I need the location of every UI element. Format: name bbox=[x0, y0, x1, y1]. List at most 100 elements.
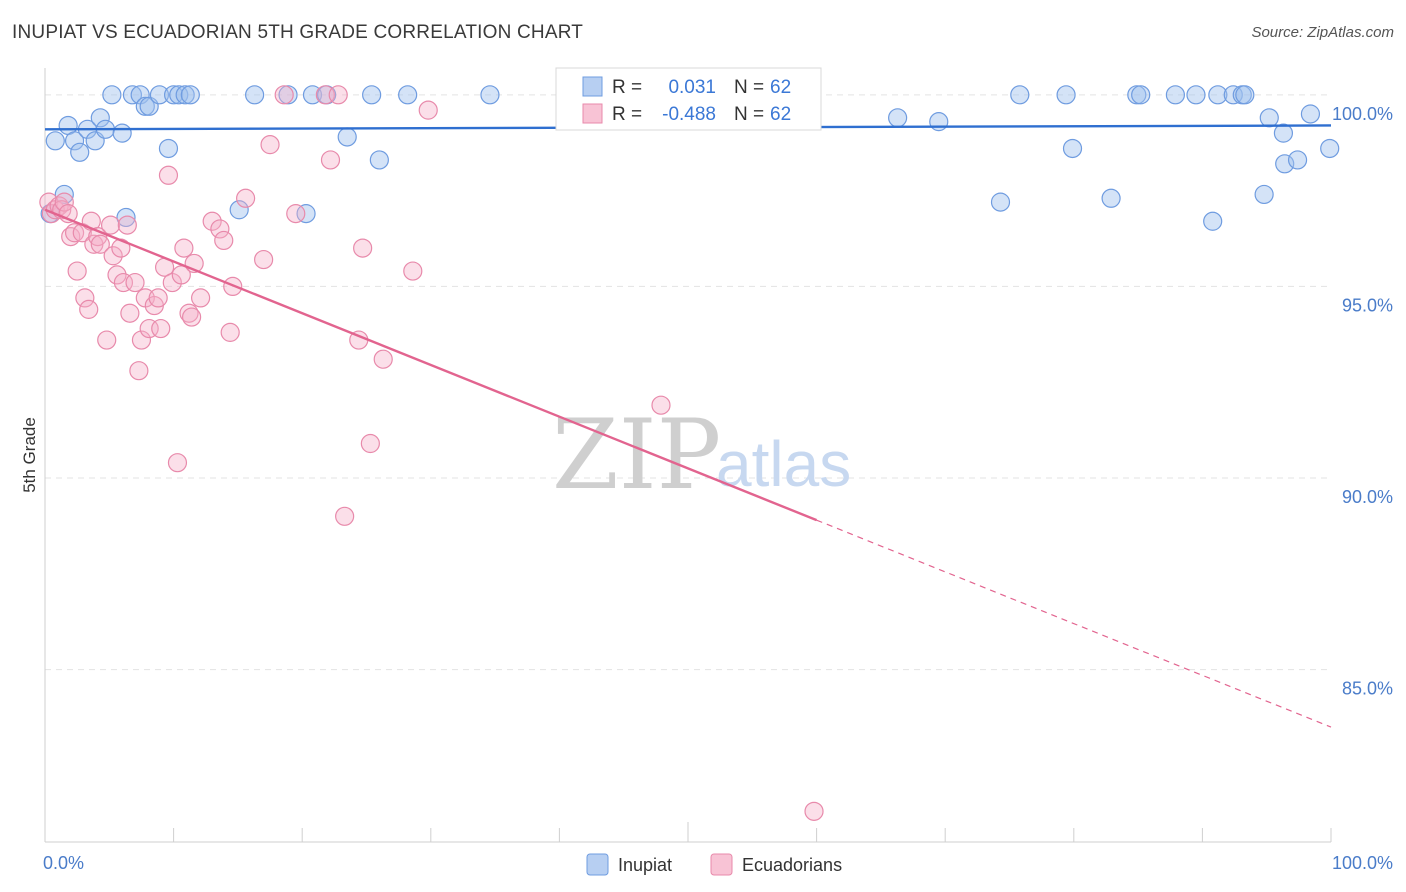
inupiat-point bbox=[70, 142, 90, 162]
inupiat-point bbox=[158, 138, 179, 159]
ecuadorians-point bbox=[403, 261, 423, 281]
inupiat-point bbox=[90, 108, 110, 128]
inupiat-point bbox=[54, 184, 74, 205]
ecuadorians-point bbox=[254, 249, 274, 270]
ecuadorians-point bbox=[418, 100, 438, 120]
ecuadorians-point bbox=[64, 223, 85, 243]
inupiat-point bbox=[149, 85, 170, 105]
ecuadorians-point bbox=[151, 318, 171, 339]
inupiat-point bbox=[1273, 123, 1294, 143]
inupiat-point bbox=[175, 85, 195, 105]
stats-r-value-2: -0.488 bbox=[662, 104, 716, 125]
inupiat-point bbox=[1259, 108, 1279, 128]
inupiat-point bbox=[888, 108, 908, 128]
ecuadorians-point bbox=[75, 288, 95, 308]
inupiat-point bbox=[180, 85, 200, 105]
ecuadorians-point bbox=[320, 150, 341, 170]
inupiat-point bbox=[64, 131, 85, 151]
ecuadorians-point bbox=[236, 188, 256, 208]
inupiat-point bbox=[1287, 150, 1308, 170]
watermark-atlas: atlas bbox=[716, 428, 851, 500]
stats-n-value-1: 62 bbox=[770, 77, 791, 98]
y-tick-label: 90.0% bbox=[1342, 487, 1393, 507]
ecuadorians-point bbox=[79, 299, 99, 319]
inupiat-point bbox=[296, 204, 316, 224]
ecuadorians-point bbox=[113, 272, 134, 293]
legend-swatch-inupiat bbox=[586, 853, 609, 876]
inupiat-point bbox=[116, 207, 136, 228]
stats-n-value-2: 62 bbox=[770, 104, 791, 125]
ecuadorians-point bbox=[210, 219, 230, 239]
ecuadorians-point bbox=[117, 215, 137, 235]
watermark-zip: ZIP bbox=[552, 399, 721, 511]
legend: Inupiat Ecuadorians bbox=[586, 853, 842, 876]
ecuadorians-point bbox=[139, 318, 159, 339]
inupiat-point bbox=[112, 123, 132, 143]
legend-label-inupiat: Inupiat bbox=[618, 855, 672, 875]
inupiat-point bbox=[1165, 85, 1185, 105]
inupiat-point bbox=[1235, 85, 1255, 105]
ecuadorians-point bbox=[107, 265, 127, 285]
inupiat-point bbox=[1203, 211, 1223, 231]
inupiat-point bbox=[1131, 85, 1151, 105]
y-tick-label: 95.0% bbox=[1342, 295, 1393, 315]
inupiat-point bbox=[362, 85, 382, 105]
inupiat-point bbox=[169, 85, 189, 105]
ecuadorians-point bbox=[214, 230, 234, 251]
inupiat-point bbox=[1186, 85, 1206, 105]
ecuadorians-point bbox=[125, 272, 145, 293]
ecuadorians-point bbox=[158, 165, 179, 185]
ecuadorians-point bbox=[360, 433, 380, 454]
inupiat-point bbox=[229, 200, 249, 220]
ecuadorians-point bbox=[804, 801, 824, 821]
inupiat-point bbox=[1320, 138, 1340, 159]
y-tick-labels: 100.0% 95.0% 90.0% 85.0% bbox=[1332, 104, 1393, 699]
x-tick-label-left: 0.0% bbox=[43, 853, 84, 873]
ecuadorians-point bbox=[67, 261, 87, 281]
stats-swatch-ecuadorians bbox=[582, 103, 603, 124]
ecuadorians-point bbox=[61, 226, 81, 247]
inupiat-point bbox=[1101, 188, 1121, 208]
ecuadorians-point bbox=[54, 192, 74, 212]
stats-n-label-1: N = bbox=[734, 77, 764, 98]
inupiat-point bbox=[45, 131, 65, 151]
ecuadorians-point bbox=[100, 215, 121, 235]
y-tick-label: 85.0% bbox=[1342, 679, 1393, 699]
ecuadorians-point bbox=[220, 322, 240, 342]
inupiat-point bbox=[1056, 85, 1076, 105]
gridlines bbox=[45, 94, 1331, 671]
ecuadorians-point bbox=[182, 307, 202, 327]
ecuadorians-point bbox=[129, 361, 149, 381]
inupiat-point bbox=[1062, 138, 1083, 159]
stats-r-value-1: 0.031 bbox=[668, 77, 716, 98]
stats-n-label-2: N = bbox=[734, 104, 764, 125]
x-tick-label-right: 100.0% bbox=[1332, 853, 1393, 873]
watermark: ZIP atlas bbox=[552, 399, 851, 511]
ecuadorians-point bbox=[103, 246, 123, 266]
inupiat-point bbox=[1254, 184, 1274, 205]
legend-swatch-ecuadorians bbox=[710, 853, 733, 876]
ecuadorians-point bbox=[120, 303, 140, 323]
inupiat-point bbox=[1300, 104, 1321, 124]
inupiat-point bbox=[990, 192, 1011, 212]
ecuadorians-point bbox=[131, 330, 152, 350]
inupiat-point bbox=[122, 85, 143, 105]
ecuadorians-point bbox=[148, 288, 168, 308]
source-credit: Source: ZipAtlas.com bbox=[1251, 24, 1394, 41]
inupiat-point bbox=[1208, 85, 1228, 105]
ecuadorians-point bbox=[191, 288, 211, 308]
ecuadorians-point bbox=[97, 330, 117, 350]
axes bbox=[44, 68, 1332, 843]
ecuadorians-point bbox=[90, 234, 110, 254]
ecuadorians-point bbox=[167, 453, 188, 473]
ecuadorians-point bbox=[174, 238, 194, 258]
legend-label-ecuadorians: Ecuadorians bbox=[742, 855, 842, 875]
inupiat-point bbox=[102, 85, 122, 105]
stats-r-label-2: R = bbox=[612, 104, 642, 125]
ecuadorians-point bbox=[651, 395, 671, 415]
inupiat-point bbox=[1275, 154, 1295, 174]
ecuadorians-point bbox=[353, 238, 373, 258]
stats-swatch-inupiat bbox=[582, 76, 603, 97]
ecuadorians-trend-line bbox=[44, 208, 818, 522]
